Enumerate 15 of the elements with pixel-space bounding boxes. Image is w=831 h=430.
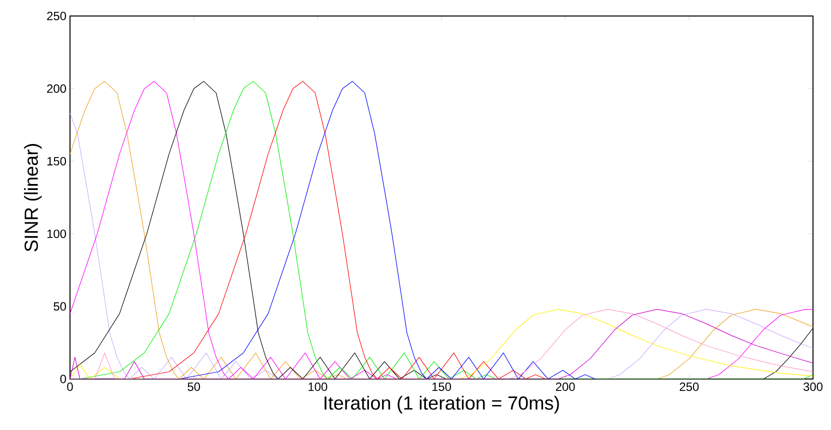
y-tick-label: 50 xyxy=(54,302,66,311)
x-tick-label: 200 xyxy=(556,382,575,391)
x-axis-title: Iteration (1 iteration = 70ms) xyxy=(324,396,559,414)
x-tick-label: 100 xyxy=(308,382,328,391)
x-tick-label: 250 xyxy=(680,382,699,391)
y-tick-label: 200 xyxy=(47,84,66,93)
x-tick-label: 300 xyxy=(803,382,823,391)
y-tick-label: 250 xyxy=(47,12,66,20)
y-tick-label: 0 xyxy=(60,374,66,384)
x-tick-label: 50 xyxy=(188,382,200,391)
x-tick-label: 150 xyxy=(432,382,452,391)
y-tick-label: 100 xyxy=(47,230,66,238)
y-tick-label: 150 xyxy=(47,156,66,166)
y-axis-title: SINR (linear) xyxy=(24,144,42,252)
x-tick-label: 0 xyxy=(67,382,73,391)
